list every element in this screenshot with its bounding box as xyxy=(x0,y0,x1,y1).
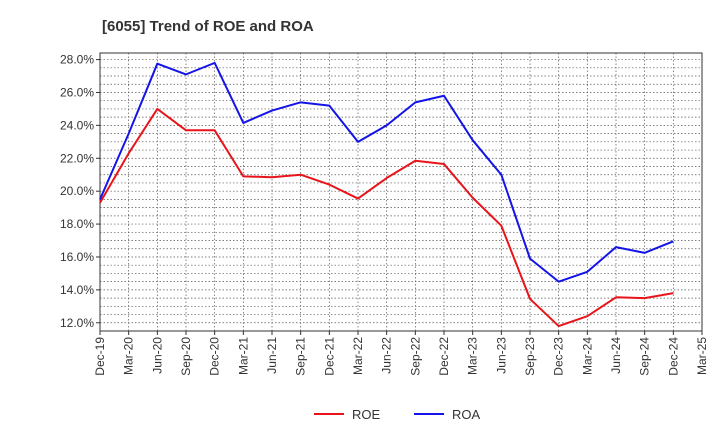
x-tick-label: Jun-21 xyxy=(265,337,279,374)
y-tick-label: 12.0% xyxy=(60,316,94,330)
grid xyxy=(99,53,703,332)
legend-label-roe: ROE xyxy=(352,407,381,422)
x-tick-label: Jun-23 xyxy=(494,337,508,374)
x-tick-label: Dec-20 xyxy=(208,337,222,376)
x-tick-label: Dec-21 xyxy=(322,337,336,376)
x-tick-label: Jun-22 xyxy=(380,337,394,374)
x-tick-label: Jun-20 xyxy=(150,337,164,374)
chart-title: [6055] Trend of ROE and ROA xyxy=(102,18,314,35)
plot-frame xyxy=(99,52,703,332)
x-tick-label: Mar-25 xyxy=(695,337,709,375)
x-tick-label: Dec-19 xyxy=(93,337,107,376)
x-tick-label: Dec-23 xyxy=(552,337,566,376)
x-axis: Dec-19 Mar-20 Jun-20 Sep-20 Dec-20 Mar-21 Jun-… xyxy=(93,331,709,376)
series-line-roe xyxy=(99,107,674,328)
y-tick-label: 18.0% xyxy=(60,217,94,231)
legend-label-roa: ROA xyxy=(452,407,481,422)
series-line-roa xyxy=(99,61,674,283)
y-tick-label: 16.0% xyxy=(60,250,94,264)
x-tick-label: Sep-24 xyxy=(638,337,652,376)
x-tick-label: Mar-23 xyxy=(466,337,480,375)
x-tick-label: Jun-24 xyxy=(609,337,623,374)
x-tick-label: Mar-20 xyxy=(122,337,136,375)
series-layer xyxy=(99,61,674,328)
y-tick-label: 14.0% xyxy=(60,283,94,297)
y-tick-label: 28.0% xyxy=(60,53,94,67)
x-tick-label: Mar-21 xyxy=(236,337,250,375)
y-tick-label: 22.0% xyxy=(60,151,94,165)
y-tick-label: 20.0% xyxy=(60,184,94,198)
y-tick-label: 24.0% xyxy=(60,118,94,132)
legend: ROE ROA xyxy=(314,407,481,422)
x-tick-label: Sep-23 xyxy=(523,337,537,376)
x-tick-label: Mar-24 xyxy=(580,337,594,375)
x-tick-label: Sep-21 xyxy=(294,337,308,376)
x-tick-label: Sep-20 xyxy=(179,337,193,376)
x-tick-label: Mar-22 xyxy=(351,337,365,375)
x-tick-label: Sep-22 xyxy=(408,337,422,376)
x-tick-label: Dec-24 xyxy=(666,337,680,376)
x-tick-label: Dec-22 xyxy=(437,337,451,376)
y-tick-label: 26.0% xyxy=(60,85,94,99)
y-axis: 12.0% 14.0% 16.0% 18.0% 20.0% 22.0% 24.0% 26.0%… xyxy=(60,53,100,330)
